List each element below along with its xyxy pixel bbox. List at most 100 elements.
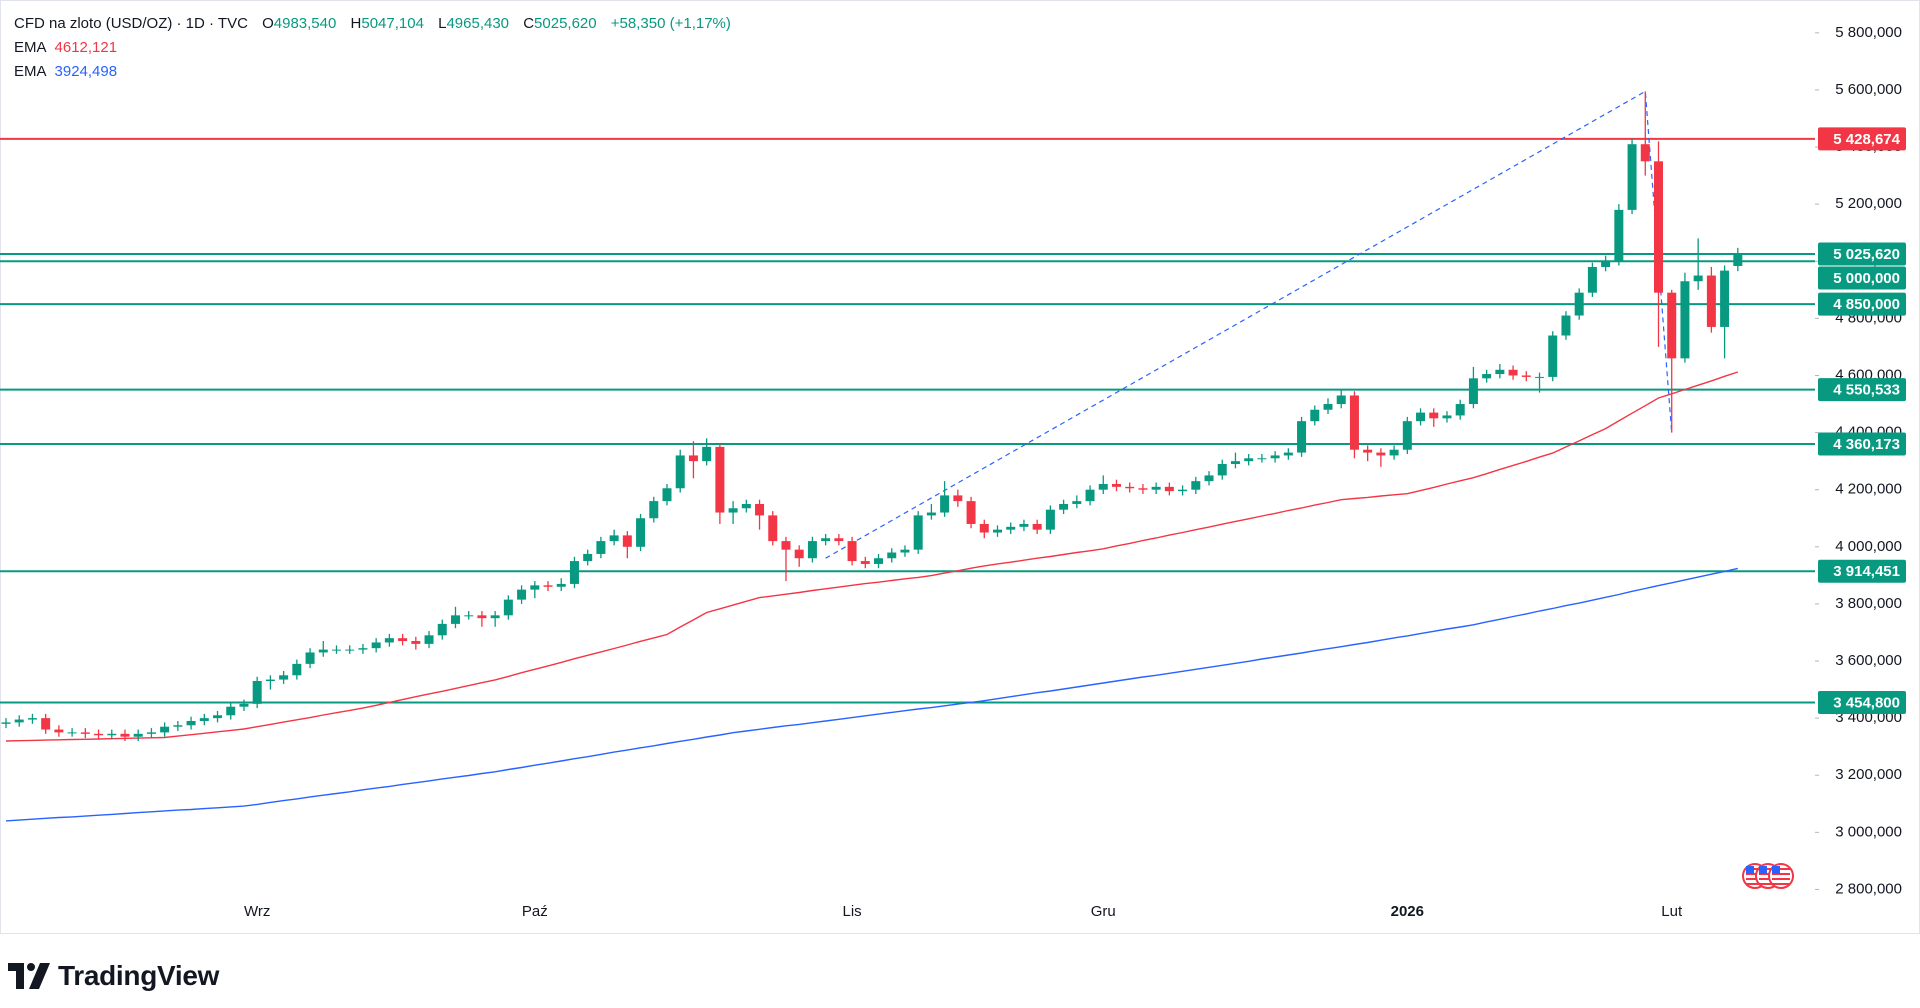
candle-body: [173, 725, 183, 727]
price-scale: [1815, 1, 1919, 933]
ema-line: [5, 371, 1739, 742]
candle-body: [1257, 458, 1267, 460]
candle-body: [107, 733, 117, 736]
ema-name: EMA: [14, 39, 47, 56]
candle-body: [1283, 452, 1293, 456]
candle-body: [371, 642, 381, 649]
candle-body: [1574, 292, 1584, 316]
candle-body: [398, 638, 408, 642]
candle-body: [1217, 463, 1227, 476]
price-label-box: [1818, 432, 1906, 456]
candle-body: [1614, 209, 1624, 262]
trend-line: [825, 90, 1673, 559]
ohlc-value: 5025,620: [534, 15, 597, 32]
candle-body: [794, 549, 804, 559]
brand-logo[interactable]: TradingView: [8, 956, 219, 996]
candle-body: [54, 729, 64, 733]
candle-body: [741, 503, 751, 509]
chart: Wrz Paź Lis Gru 2026 Lut 2 800,000 3 000,000 3 2…: [0, 0, 1920, 934]
candle-body: [622, 535, 632, 547]
candle-body: [1072, 501, 1082, 504]
price-label-box: [1818, 378, 1906, 402]
candle-body: [1482, 374, 1492, 379]
ohlc-key: C: [523, 15, 535, 32]
candle-body: [1019, 523, 1029, 527]
candle-body: [583, 553, 593, 562]
y-tick-label: 5 200,000: [1835, 195, 1902, 212]
y-tick-label: 5 600,000: [1835, 81, 1902, 98]
candle-body: [424, 635, 434, 644]
x-tick-label: Lis: [842, 903, 861, 920]
candle-body: [1125, 486, 1135, 489]
candle-body: [609, 535, 619, 542]
price-label: 3 914,451: [1833, 563, 1900, 580]
candle-body: [1680, 281, 1690, 359]
candle-body: [332, 649, 341, 651]
candle-body: [1667, 292, 1677, 359]
y-tick-label: 5 800,000: [1835, 24, 1902, 41]
candle-body: [1706, 275, 1716, 327]
candle-body: [490, 615, 500, 619]
candle-body: [1402, 421, 1412, 450]
x-tick-label: Wrz: [244, 903, 270, 920]
candle-body: [213, 715, 223, 719]
y-tick-label: 3 000,000: [1835, 823, 1902, 840]
price-label-box: [1818, 266, 1906, 290]
candle-body: [1, 722, 11, 724]
candle-body: [1455, 404, 1465, 416]
candle-body: [543, 585, 553, 587]
candle-body: [556, 583, 566, 587]
candle-body: [688, 455, 698, 462]
y-tick-label: 3 600,000: [1835, 652, 1902, 669]
ohlc-value: 5047,104: [361, 15, 424, 32]
candle-body: [1587, 266, 1597, 293]
candle-body: [437, 623, 447, 636]
candle-body: [1468, 378, 1478, 405]
ohlc-value: 4965,430: [446, 15, 510, 32]
candle-body: [1495, 369, 1505, 375]
candle-body: [133, 733, 143, 737]
candle-body: [160, 726, 170, 733]
price-label-box: [1818, 559, 1906, 583]
legend-ema-row[interactable]: EMA 4612,121: [14, 36, 731, 60]
candle-body: [1164, 486, 1174, 492]
candle-body: [1085, 489, 1095, 502]
candle-body: [860, 561, 870, 564]
change-percent: (+1,17%): [669, 15, 731, 32]
candle-body: [781, 541, 791, 550]
price-label: 3 454,800: [1833, 694, 1900, 711]
candle-body: [239, 703, 249, 707]
y-tick-label: 4 000,000: [1835, 538, 1902, 555]
candle-body: [265, 679, 275, 682]
price-label: 5 428,674: [1833, 131, 1900, 148]
candle-body: [120, 733, 130, 737]
candle-body: [358, 648, 368, 650]
candle-body: [1416, 412, 1426, 422]
legend-ema-row[interactable]: EMA 3924,498: [14, 60, 731, 84]
price-label: 4 550,533: [1833, 382, 1900, 399]
candle-body: [1297, 421, 1307, 453]
candle-body: [715, 446, 725, 513]
y-tick-label: 3 800,000: [1835, 595, 1902, 612]
flag-canton: [1772, 866, 1780, 874]
x-tick-label: Lut: [1661, 903, 1683, 920]
candle-body: [1640, 144, 1650, 162]
candle-body: [146, 732, 156, 734]
candle-body: [1389, 449, 1399, 456]
candle-body: [186, 720, 196, 726]
candle-body: [1376, 452, 1386, 456]
candle-body: [503, 599, 513, 616]
candle-body: [755, 503, 765, 516]
candle-body: [1336, 395, 1346, 405]
chart-frame: [0, 0, 1920, 934]
candle-body: [305, 652, 315, 664]
candle-body: [345, 649, 355, 651]
ohlc-key: H: [350, 15, 362, 32]
ohlc-value: 4983,540: [273, 15, 337, 32]
candle-body: [1270, 455, 1280, 459]
candle-body: [384, 638, 394, 643]
candle-body: [1561, 315, 1571, 336]
candle-body: [900, 549, 910, 553]
candle-body: [1521, 375, 1531, 377]
candle-body: [596, 541, 606, 554]
